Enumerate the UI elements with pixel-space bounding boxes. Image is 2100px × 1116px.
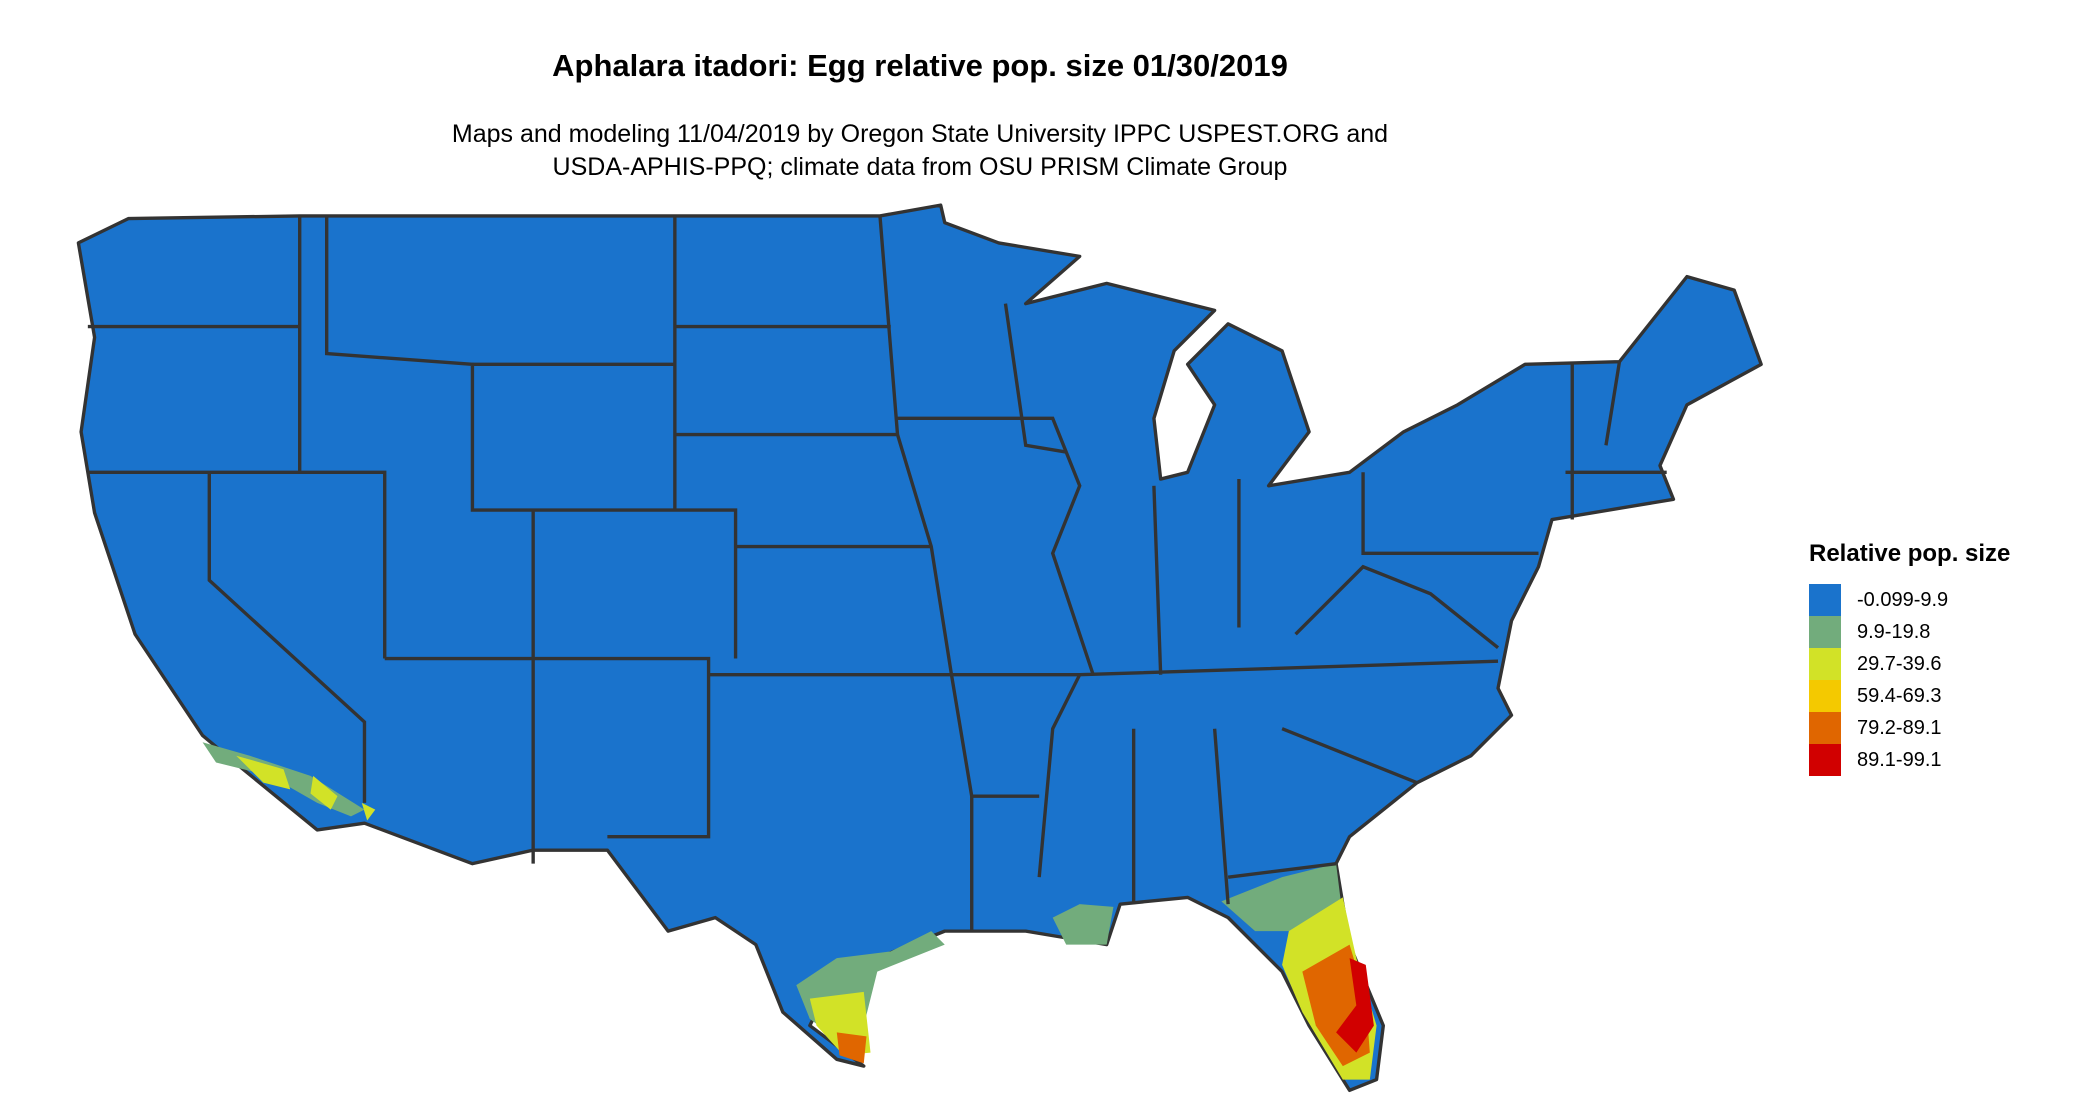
legend-item: -0.099-9.9 xyxy=(1809,584,2010,616)
legend-item: 9.9-19.8 xyxy=(1809,616,2010,648)
legend-swatch xyxy=(1809,584,1841,616)
legend-label: 29.7-39.6 xyxy=(1857,652,1942,675)
legend-title: Relative pop. size xyxy=(1809,540,2011,567)
legend-label: 79.2-89.1 xyxy=(1857,716,1942,739)
legend-item: 59.4-69.3 xyxy=(1809,680,2010,712)
legend-item: 29.7-39.6 xyxy=(1809,648,2010,680)
legend-label: 89.1-99.1 xyxy=(1857,748,1942,771)
state-borders xyxy=(87,215,1667,932)
legend-label: 9.9-19.8 xyxy=(1857,620,1931,643)
legend-label: 59.4-69.3 xyxy=(1857,684,1942,707)
map-title: Aphalara itadori: Egg relative pop. size… xyxy=(552,48,1288,83)
legend-item: 89.1-99.1 xyxy=(1809,744,2010,776)
florida-green-zone xyxy=(1221,863,1343,932)
texas-orange-zone xyxy=(836,1032,867,1064)
legend-item: 79.2-89.1 xyxy=(1809,712,2010,744)
louisiana-green-zone xyxy=(1052,904,1114,945)
legend-swatch xyxy=(1809,712,1841,744)
map-subtitle: Maps and modeling 11/04/2019 by Oregon S… xyxy=(0,118,1840,184)
florida-red-zone xyxy=(1336,958,1374,1053)
subtitle-line: USDA-APHIS-PPQ; climate data from OSU PR… xyxy=(552,153,1288,181)
legend-swatch xyxy=(1809,648,1841,680)
legend-swatch xyxy=(1809,616,1841,648)
california-yellow-zone xyxy=(236,755,376,821)
legend: Relative pop. size -0.099-9.9 9.9-19.8 29.… xyxy=(1809,540,2010,776)
legend-swatch xyxy=(1809,744,1841,776)
legend-label: -0.099-9.9 xyxy=(1857,588,1949,611)
subtitle-line: Maps and modeling 11/04/2019 by Oregon S… xyxy=(451,120,1389,148)
legend-swatch xyxy=(1809,680,1841,712)
hotspots xyxy=(202,742,1377,1080)
us-land xyxy=(76,203,1763,1093)
